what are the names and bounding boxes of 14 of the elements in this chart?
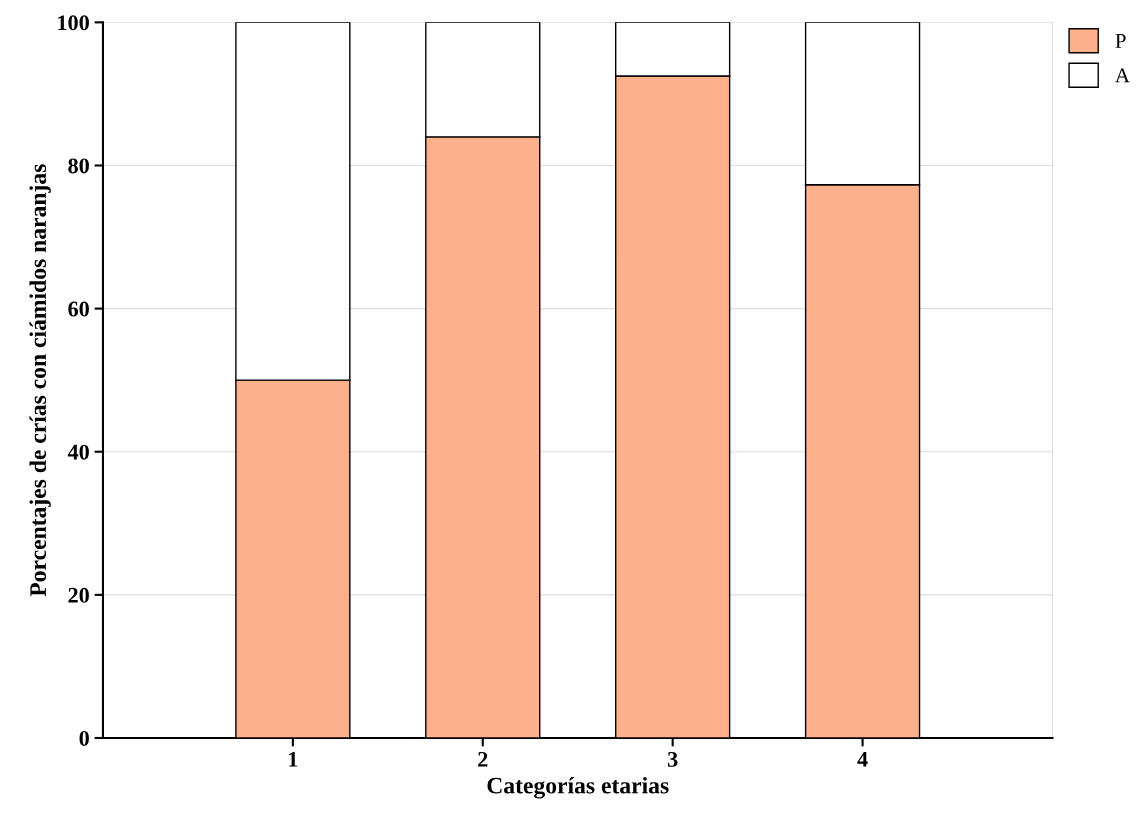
x-tick-label: 4 (857, 751, 868, 767)
y-tick-label: 60 (68, 301, 89, 317)
y-tick-label: 20 (68, 587, 89, 603)
legend-label: P (1115, 34, 1126, 48)
y-tick-label: 80 (68, 158, 89, 174)
x-axis-title: Categorías etarias (487, 776, 669, 799)
x-tick-label: 2 (478, 751, 488, 767)
x-tick-label: 1 (289, 751, 298, 767)
y-tick-label: 100 (58, 15, 89, 31)
y-tick-label: 40 (67, 444, 89, 460)
x-tick-label: 3 (667, 751, 678, 767)
y-axis-title: Porcentajes de crías con ciámidos naranjas (29, 164, 51, 597)
legend-label: A (1115, 68, 1130, 83)
y-tick-label: 0 (79, 730, 89, 746)
